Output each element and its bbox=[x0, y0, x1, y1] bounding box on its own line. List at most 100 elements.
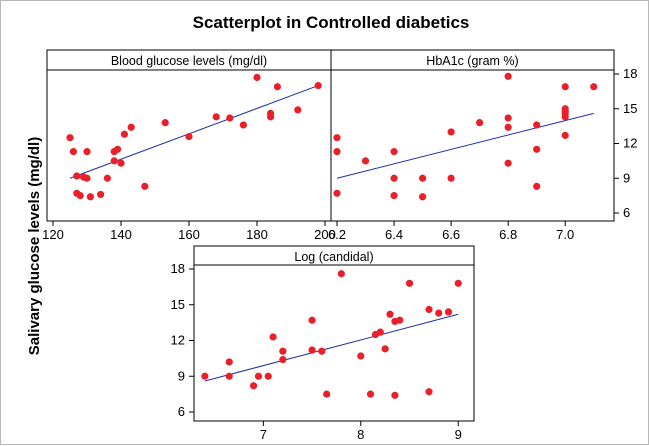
data-point bbox=[239, 121, 247, 129]
data-point bbox=[318, 347, 326, 355]
y-axis-label: Salivary glucose levels (mg/dl) bbox=[26, 137, 43, 355]
data-point bbox=[86, 193, 94, 201]
data-point bbox=[447, 174, 455, 182]
panel-1: Blood glucose levels (mg/dl) 120 140 160 180… bbox=[42, 49, 336, 242]
data-point bbox=[381, 345, 389, 353]
data-point bbox=[444, 308, 453, 316]
data-point bbox=[357, 352, 365, 360]
data-point bbox=[226, 114, 234, 122]
data-point bbox=[590, 83, 598, 91]
y-tick-label: 15 bbox=[623, 101, 637, 116]
data-point bbox=[273, 83, 281, 91]
data-point bbox=[76, 192, 84, 200]
data-point bbox=[476, 119, 484, 127]
x-tick-label: 180 bbox=[246, 227, 268, 242]
data-point bbox=[396, 316, 404, 324]
y-tick-label: 6 bbox=[178, 404, 185, 419]
x-tick-label: 6.6 bbox=[442, 227, 460, 242]
data-point bbox=[561, 83, 569, 91]
data-point bbox=[405, 279, 414, 287]
data-point bbox=[103, 174, 111, 182]
data-point bbox=[333, 148, 341, 156]
data-point bbox=[504, 114, 512, 122]
data-point bbox=[308, 346, 316, 354]
data-point bbox=[533, 145, 541, 153]
data-point bbox=[294, 106, 302, 114]
data-point bbox=[212, 113, 220, 121]
data-point bbox=[120, 130, 128, 138]
panel-title: Log (candidal) bbox=[294, 250, 373, 264]
trend-line bbox=[336, 112, 594, 179]
x-tick-label: 6.4 bbox=[385, 227, 403, 242]
data-point bbox=[533, 182, 541, 190]
data-point bbox=[66, 134, 74, 142]
data-point bbox=[110, 157, 118, 165]
x-tick-label: 200 bbox=[314, 227, 336, 242]
panel-strip bbox=[193, 245, 475, 266]
data-point bbox=[333, 134, 341, 142]
data-point bbox=[425, 388, 433, 396]
data-point bbox=[323, 390, 331, 398]
data-point bbox=[97, 190, 105, 199]
data-point bbox=[201, 372, 209, 380]
data-point bbox=[418, 193, 427, 201]
x-tick-label: 160 bbox=[178, 227, 200, 242]
y-tick-label: 15 bbox=[171, 297, 185, 312]
panel-strip bbox=[330, 49, 615, 71]
data-point bbox=[308, 316, 316, 324]
y-tick-label: 12 bbox=[171, 333, 185, 348]
data-point bbox=[161, 119, 169, 127]
data-point bbox=[435, 309, 443, 317]
data-point bbox=[127, 123, 135, 131]
panel-frame bbox=[330, 49, 615, 222]
data-point bbox=[361, 157, 370, 165]
y-tick-label: 6 bbox=[623, 205, 630, 220]
data-point bbox=[418, 174, 427, 182]
data-point bbox=[391, 391, 399, 399]
data-point bbox=[253, 73, 261, 82]
data-point bbox=[225, 358, 233, 366]
chart-panels: Blood glucose levels (mg/dl) 120 140 160 180… bbox=[42, 49, 637, 442]
data-point bbox=[250, 382, 258, 390]
data-point bbox=[279, 355, 287, 364]
y-tick-label: 9 bbox=[623, 170, 630, 185]
data-point bbox=[185, 132, 193, 141]
data-point bbox=[314, 81, 322, 90]
y-tick-label: 12 bbox=[623, 136, 637, 151]
data-point bbox=[337, 270, 345, 278]
data-point bbox=[504, 72, 512, 80]
data-point bbox=[83, 148, 91, 156]
data-point bbox=[83, 174, 91, 182]
data-point bbox=[267, 109, 275, 117]
x-tick-label: 6.8 bbox=[499, 227, 517, 242]
x-tick-label: 140 bbox=[110, 227, 132, 242]
data-point bbox=[117, 159, 125, 167]
data-point bbox=[561, 113, 569, 121]
x-tick-label: 7 bbox=[260, 427, 267, 442]
data-point bbox=[376, 328, 384, 336]
x-tick-label: 8 bbox=[357, 427, 364, 442]
data-point bbox=[69, 148, 77, 156]
data-point bbox=[269, 333, 277, 341]
y-tick-label: 18 bbox=[171, 261, 185, 276]
data-point bbox=[504, 123, 512, 131]
data-point bbox=[254, 372, 263, 380]
panel-title: Blood glucose levels (mg/dl) bbox=[111, 54, 267, 68]
data-point bbox=[390, 148, 398, 156]
data-point bbox=[264, 372, 272, 380]
trend-line bbox=[204, 313, 459, 382]
x-tick-label: 120 bbox=[42, 227, 64, 242]
x-tick-label: 7.0 bbox=[556, 227, 574, 242]
x-tick-label: 9 bbox=[455, 427, 462, 442]
panel-frame bbox=[193, 245, 475, 422]
data-point bbox=[386, 310, 394, 318]
data-point bbox=[114, 145, 122, 153]
data-point bbox=[533, 121, 541, 129]
data-point bbox=[225, 372, 233, 380]
data-point bbox=[425, 305, 433, 314]
data-point bbox=[504, 159, 512, 167]
data-point bbox=[447, 128, 455, 136]
data-point bbox=[390, 174, 398, 182]
